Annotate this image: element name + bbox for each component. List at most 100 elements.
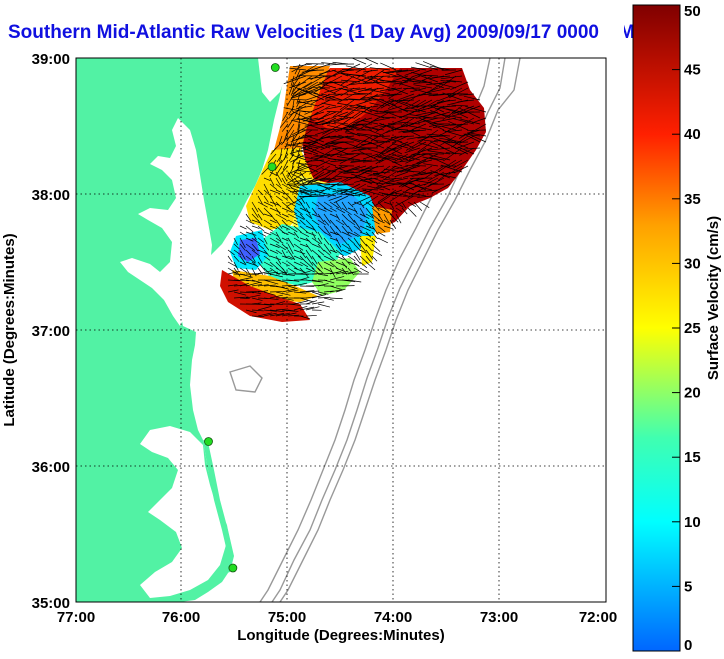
velocity-vector [299, 231, 310, 238]
velocity-vector [364, 75, 379, 83]
velocity-vector [227, 267, 238, 275]
velocity-vector [365, 225, 375, 230]
velocity-vector [239, 255, 246, 265]
velocity-vector [287, 289, 299, 293]
velocity-vector [251, 267, 257, 277]
velocity-vector [304, 159, 325, 162]
velocity-vector [305, 171, 325, 186]
velocity-vector [341, 261, 348, 269]
velocity-vector [413, 201, 423, 212]
velocity-vector [336, 102, 355, 107]
velocity-vector [367, 75, 391, 78]
velocity-vector [315, 121, 331, 125]
velocity-vector [411, 147, 433, 156]
velocity-vector [275, 189, 286, 195]
velocity-vector [356, 104, 373, 113]
velocity-vector [281, 261, 290, 267]
velocity-vector [293, 177, 313, 183]
velocity-vector [310, 189, 325, 194]
velocity-vector [363, 139, 385, 149]
velocity-vector [287, 314, 300, 317]
velocity-vector [388, 98, 409, 107]
x-tick: 73:00 [480, 609, 518, 626]
velocity-vector [328, 171, 343, 182]
grid-lines [76, 58, 606, 602]
x-ticks: 77:00 76:00 75:00 74:00 73:00 72:00 [57, 609, 617, 626]
colorbar-tick-label: 15 [684, 449, 701, 466]
velocity-vector [227, 255, 233, 263]
velocity-vector [317, 147, 337, 160]
velocity-vector [407, 207, 417, 217]
velocity-vector [297, 117, 301, 131]
velocity-vector [359, 201, 365, 209]
velocity-vector [431, 183, 451, 194]
velocity-vector [335, 270, 349, 275]
velocity-vector [332, 189, 349, 192]
velocity-vector [287, 165, 295, 179]
velocity-vector [412, 159, 433, 166]
velocity-vector [311, 294, 327, 299]
velocity-vector [245, 309, 257, 314]
velocity-vector [317, 249, 325, 256]
velocity-vector [289, 81, 307, 89]
velocity-vector [344, 136, 367, 143]
velocity-vector [233, 284, 247, 287]
station-marker [228, 563, 238, 573]
velocity-vector [367, 129, 385, 137]
velocity-vector [305, 267, 316, 273]
velocity-vector [275, 279, 288, 283]
colorbar-tick-label: 35 [684, 191, 701, 208]
velocity-vector [293, 219, 301, 224]
velocity-vector [415, 111, 439, 119]
velocity-vector [361, 110, 385, 119]
velocity-vector [279, 117, 289, 128]
velocity-vector [373, 147, 391, 159]
velocity-vector [291, 154, 307, 161]
velocity-vector [227, 279, 240, 282]
velocity-vector [305, 213, 313, 220]
velocity-vector [400, 83, 415, 89]
velocity-vector [395, 213, 402, 224]
velocity-vector [263, 225, 274, 232]
velocity-vector [359, 207, 366, 218]
velocity-vector [227, 270, 241, 275]
velocity-vector [353, 213, 363, 221]
velocity-vector [299, 249, 307, 259]
velocity-vector [329, 207, 337, 212]
velocity-vector [447, 123, 463, 132]
velocity-vector [263, 249, 271, 257]
velocity-vector [426, 81, 451, 86]
velocity-vector [301, 87, 325, 95]
velocity-vector [341, 219, 349, 228]
velocity-vector [418, 142, 439, 149]
velocity-vector [311, 279, 323, 283]
velocity-vector [307, 117, 325, 123]
velocity-vector [418, 189, 439, 193]
velocity-vector [341, 79, 361, 83]
velocity-vector [285, 143, 307, 149]
velocity-vector [293, 117, 313, 121]
velocity-vector [296, 99, 301, 108]
velocity-vector [281, 183, 291, 190]
velocity-vector [403, 87, 421, 89]
velocity-vector [296, 117, 319, 125]
velocity-vector [350, 159, 367, 162]
velocity-vector [427, 150, 451, 155]
station-marker [267, 162, 277, 172]
velocity-vector [281, 237, 289, 242]
velocity-vector [245, 231, 257, 236]
velocity-vector [312, 92, 337, 101]
velocity-vector [311, 243, 320, 248]
velocity-vector [458, 146, 475, 155]
velocity-vector [341, 189, 361, 193]
velocity-vector [257, 201, 268, 208]
velocity-vector [307, 179, 325, 185]
velocity-vector [343, 171, 361, 174]
velocity-vector [440, 173, 457, 179]
velocity-vector [418, 105, 439, 112]
velocity-vector [438, 159, 457, 172]
velocity-vector [305, 306, 320, 311]
velocity-vector [275, 267, 287, 275]
velocity-vector [289, 147, 313, 154]
velocity-vector [451, 145, 469, 155]
